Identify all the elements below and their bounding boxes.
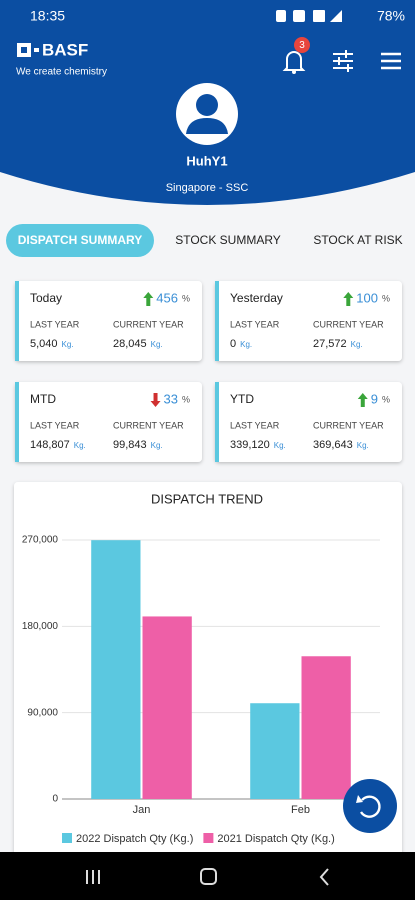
last-year-value: 5,040	[30, 338, 58, 350]
current-year-label: CURRENT YEAR	[113, 420, 184, 430]
last-year-unit: Kg.	[62, 340, 74, 349]
filter-button[interactable]	[333, 50, 353, 72]
bar	[91, 540, 141, 799]
y-tick-label: 0	[52, 794, 58, 805]
trend-arrow	[343, 292, 354, 306]
current-year-label: CURRENT YEAR	[313, 420, 384, 430]
status-battery: 78%	[377, 8, 405, 24]
current-year-unit: Kg.	[357, 441, 369, 450]
last-year-unit: Kg.	[274, 441, 286, 450]
card-change-unit: %	[382, 293, 390, 303]
nav-buttons[interactable]	[86, 868, 329, 886]
x-tick-label: Feb	[291, 804, 310, 816]
legend-label: 2022 Dispatch Qty (Kg.)	[76, 833, 193, 845]
card-label: Yesterday	[230, 291, 283, 305]
current-year-value: 27,572	[313, 338, 347, 350]
card-change-unit: %	[182, 394, 190, 404]
card	[215, 382, 402, 462]
card-accent	[15, 382, 19, 462]
chart-title: DISPATCH TREND	[151, 491, 263, 506]
user-name: HuhY1	[186, 153, 227, 168]
current-year-value: 28,045	[113, 338, 147, 350]
last-year-value: 339,120	[230, 439, 270, 451]
card-label: Today	[30, 291, 62, 305]
trend-arrow	[143, 292, 154, 306]
bar	[250, 703, 300, 799]
avatar	[176, 83, 238, 145]
current-year-label: CURRENT YEAR	[313, 319, 384, 329]
current-year-unit: Kg.	[351, 340, 363, 349]
card-change-unit: %	[182, 293, 190, 303]
card-change: 456	[156, 290, 178, 305]
status-icons	[276, 10, 342, 22]
brand-logo: BASF We create chemistry	[16, 40, 107, 77]
card-label: YTD	[230, 392, 254, 406]
last-year-value: 0	[230, 338, 236, 350]
tab[interactable]: DISPATCH SUMMARY	[18, 233, 142, 247]
last-year-unit: Kg.	[240, 340, 252, 349]
card-label: MTD	[30, 392, 56, 406]
current-year-value: 369,643	[313, 439, 353, 451]
legend-swatch	[203, 833, 214, 843]
card-change-unit: %	[382, 394, 390, 404]
last-year-unit: Kg.	[74, 441, 86, 450]
y-tick-label: 270,000	[22, 535, 59, 546]
y-tick-label: 90,000	[27, 707, 58, 718]
last-year-label: LAST YEAR	[30, 319, 80, 329]
current-year-label: CURRENT YEAR	[113, 319, 184, 329]
tab[interactable]: STOCK SUMMARY	[175, 233, 281, 247]
card-accent	[215, 382, 219, 462]
card-accent	[15, 281, 19, 361]
x-tick-label: Jan	[133, 804, 151, 816]
user-location: Singapore - SSC	[166, 182, 249, 194]
last-year-label: LAST YEAR	[30, 420, 80, 430]
bar	[142, 616, 192, 799]
tab-active-bg[interactable]	[6, 224, 154, 257]
legend-label: 2021 Dispatch Qty (Kg.)	[217, 833, 334, 845]
notification-button[interactable]: 3	[282, 37, 310, 74]
card-accent	[215, 281, 219, 361]
card-change: 9	[371, 391, 378, 406]
last-year-label: LAST YEAR	[230, 319, 280, 329]
nav-bar	[0, 852, 415, 900]
status-time: 18:35	[30, 8, 65, 24]
card-change: 100	[356, 290, 378, 305]
y-tick-label: 180,000	[22, 621, 59, 632]
notification-badge: 3	[299, 40, 305, 51]
current-year-value: 99,843	[113, 439, 147, 451]
card	[215, 281, 402, 361]
menu-button[interactable]	[381, 52, 401, 70]
legend-swatch	[62, 833, 72, 843]
tab[interactable]: STOCK AT RISK	[313, 233, 402, 247]
brand-tagline: We create chemistry	[16, 67, 107, 78]
last-year-value: 148,807	[30, 439, 70, 451]
refresh-button[interactable]	[343, 779, 397, 833]
last-year-label: LAST YEAR	[230, 420, 280, 430]
trend-arrow	[357, 393, 368, 407]
current-year-unit: Kg.	[151, 340, 163, 349]
current-year-unit: Kg.	[151, 441, 163, 450]
brand-name: BASF	[42, 40, 88, 59]
card	[15, 281, 202, 361]
card-change: 33	[164, 391, 178, 406]
trend-arrow	[150, 393, 161, 407]
bar	[301, 656, 351, 799]
